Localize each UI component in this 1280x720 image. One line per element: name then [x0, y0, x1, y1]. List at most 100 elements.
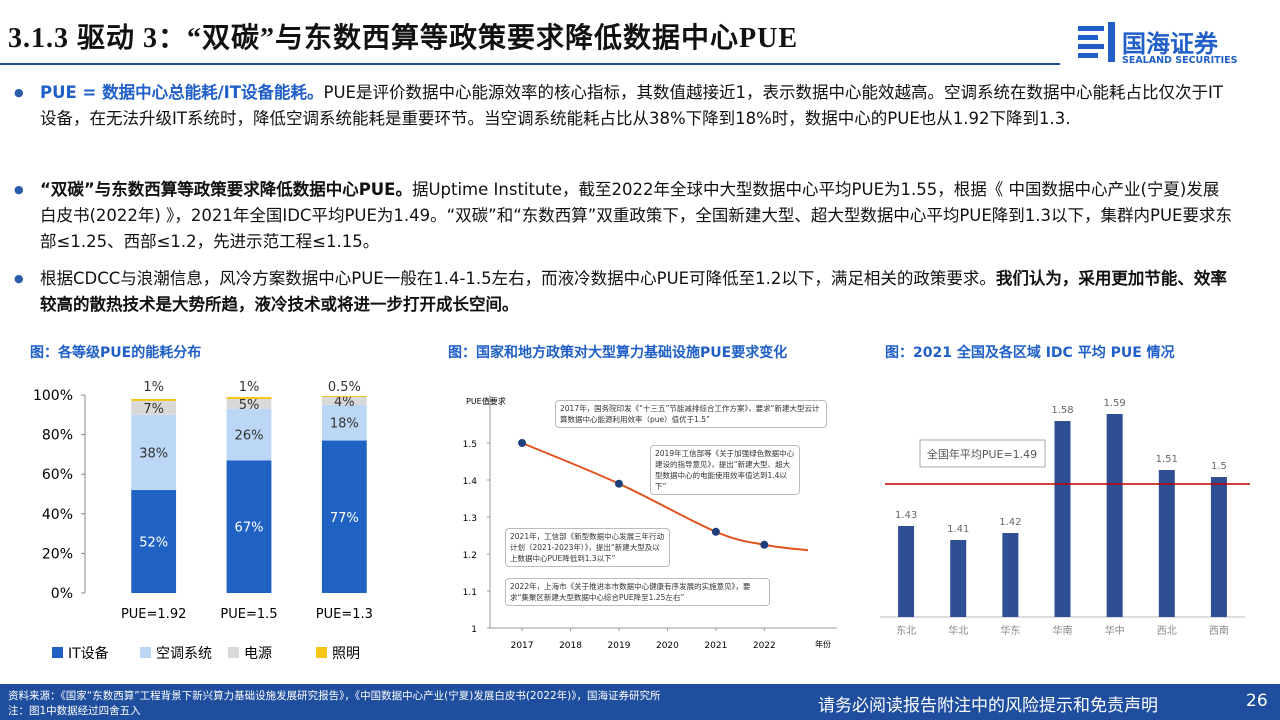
bar — [1054, 421, 1071, 617]
data-label: 4% — [334, 395, 355, 410]
data-label: 1.43 — [895, 510, 917, 521]
y-tick-label: 40% — [42, 507, 73, 523]
chart-title: 图：国家和地方政策对大型算力基础设施PUE要求变化 — [448, 345, 788, 361]
x-tick-label: 华南 — [1053, 624, 1073, 637]
chart-title: 图：2021 全国及各区域 IDC 平均 PUE 情况 — [885, 345, 1175, 361]
bar-segment — [321, 404, 367, 441]
legend-label: 空调系统 — [156, 646, 212, 662]
y-tick-label: 20% — [42, 546, 73, 562]
x-tick-label: 西北 — [1157, 625, 1177, 637]
bar-segment — [321, 396, 367, 405]
x-tick-label: 2021 — [704, 641, 727, 651]
point — [760, 540, 769, 549]
annotation: 2017年，国务院印发《“十三五”节能减排综合工作方案》，要求“新建大型云计算数… — [555, 400, 827, 428]
data-label: 1% — [239, 380, 260, 395]
source: 资料来源：《国家“东数西算”工程背景下新兴算力基础设施发展研究报告》，《中国数据… — [8, 690, 661, 702]
logo-cn: 国海证券 — [1122, 30, 1218, 58]
bullet-text: 我们认为，采用更加节能、效率较高的散热技术是大势所趋，液冷技术或将进一步打开成长… — [40, 269, 1227, 314]
reference-label: 全国年平均PUE=1.49 — [927, 447, 1037, 461]
y-tick-label: 80% — [42, 428, 73, 444]
x-tick-label: 2019 — [608, 641, 631, 651]
legend-label: 电源 — [244, 646, 272, 662]
bullet-text: “双碳”与东数西算等政策要求降低数据中心PUE。 — [40, 180, 412, 199]
bar — [950, 540, 967, 617]
y-tick-label: 1.4 — [463, 477, 478, 487]
x-tick-label: 西南 — [1209, 624, 1229, 637]
bar-segment — [131, 414, 177, 491]
data-label: 5% — [239, 398, 260, 413]
x-tick-label: 2022 — [753, 641, 776, 651]
bullet: “双碳”与东数西算等政策要求降低数据中心PUE。据Uptime Institut… — [14, 177, 1235, 255]
bar — [1106, 414, 1123, 617]
data-label: 38% — [139, 446, 168, 461]
bar — [898, 526, 915, 617]
data-label: 1.42 — [999, 517, 1021, 528]
data-label: 1.59 — [1104, 398, 1126, 409]
point — [614, 479, 623, 488]
y-tick-label: 1.3 — [463, 514, 477, 524]
y-tick-label: 1.1 — [463, 588, 477, 598]
bar-segment — [226, 398, 272, 409]
y-axis-label: PUE值要求 — [466, 396, 506, 406]
data-label: 1.5 — [1211, 461, 1227, 472]
chart-title: 图：各等级PUE的能耗分布 — [30, 345, 202, 361]
x-tick-label: PUE=1.5 — [220, 607, 277, 622]
note: 注：图1中数据经过四舍五入 — [8, 705, 141, 717]
legend-swatch — [316, 647, 327, 658]
logo-icon — [1078, 22, 1115, 62]
y-tick-label: 1.5 — [463, 440, 477, 450]
bullet-text: 根据CDCC与浪潮信息，风冷方案数据中心PUE一般在1.4-1.5左右，而液冷数… — [40, 269, 996, 288]
x-tick-label: 华中 — [1105, 624, 1125, 637]
data-label: 67% — [235, 521, 264, 536]
x-tick-label: 华东 — [1000, 624, 1020, 637]
bar-segment — [321, 395, 367, 397]
annotation: 2021年，工信部《新型数据中心发展三年行动计划（2021-2023年）》，提出… — [505, 528, 670, 567]
x-axis-label: 年份 — [815, 639, 831, 649]
bullet-text: PUE = 数据中心总能耗/IT设备能耗。 — [40, 83, 324, 102]
data-label: 52% — [139, 536, 168, 551]
annotation: 2022年，上海市《关于推进本市数据中心健康有序发展的实施意见》，要求“集聚区新… — [505, 578, 770, 606]
legend-label: IT设备 — [68, 645, 109, 662]
legend-label: 照明 — [332, 646, 360, 662]
bar-segment — [321, 440, 367, 593]
x-tick-label: 华北 — [948, 624, 968, 637]
bullet: 根据CDCC与浪潮信息，风冷方案数据中心PUE一般在1.4-1.5左右，而液冷数… — [14, 266, 1235, 318]
footer-bar — [0, 684, 1280, 720]
y-tick-label: 100% — [33, 388, 73, 404]
bar — [1002, 533, 1019, 617]
bullet: PUE = 数据中心总能耗/IT设备能耗。PUE是评价数据中心能源效率的核心指标… — [14, 80, 1235, 132]
data-label: 1.41 — [947, 524, 969, 535]
y-tick-label: 60% — [42, 467, 73, 483]
bar-segment — [131, 490, 177, 593]
data-label: 1.58 — [1051, 405, 1073, 416]
y-tick-label: 0% — [51, 586, 73, 602]
page-number: 26 — [1246, 691, 1268, 711]
bar-segment — [226, 396, 272, 399]
y-tick-label: 1 — [471, 625, 477, 635]
bar — [1158, 470, 1175, 617]
annotation: 2019年工信部等《关于加强绿色数据中心建设的指导意见》，提出“新建大型、超大型… — [650, 445, 800, 495]
x-tick-label: 2020 — [656, 641, 679, 651]
data-label: 1.51 — [1156, 454, 1178, 465]
bar — [1210, 477, 1227, 617]
point — [711, 527, 720, 536]
x-tick-label: PUE=1.3 — [316, 607, 373, 622]
legend-swatch — [228, 647, 239, 658]
x-tick-label: 东北 — [896, 624, 916, 637]
y-tick-label: 1.2 — [463, 551, 477, 561]
bullet-text: 据Uptime Institute，截至2022年全球中大型数据中心平均PUE为… — [40, 180, 1232, 251]
logo-en: SEALAND SECURITIES — [1122, 55, 1238, 66]
bar-segment — [226, 460, 272, 593]
bar-segment — [226, 408, 272, 461]
bar-segment — [131, 400, 177, 415]
x-tick-label: PUE=1.92 — [121, 607, 186, 622]
data-label: 26% — [235, 429, 264, 444]
title: 3.1.3 驱动 3：“双碳”与东数西算等政策要求降低数据中心PUE — [8, 23, 799, 54]
data-label: 18% — [330, 417, 359, 432]
bullet-text: PUE是评价数据中心能源效率的核心指标，其数值越接近1，表示数据中心能效越高。空… — [40, 83, 1223, 128]
point — [518, 439, 527, 447]
legend-swatch — [52, 647, 63, 658]
bar-segment — [131, 398, 177, 401]
